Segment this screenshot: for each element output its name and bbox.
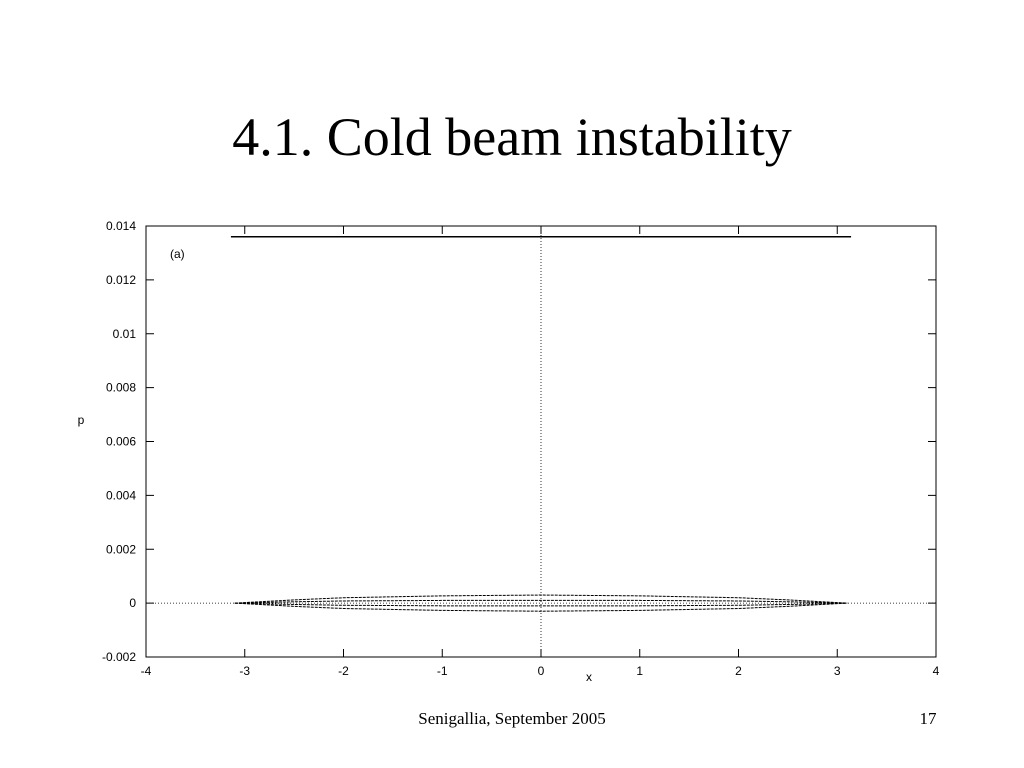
x-tick-label: -3	[239, 664, 250, 678]
x-axis-label: x	[586, 670, 592, 684]
y-tick-label: 0.01	[113, 327, 137, 341]
x-tick-label: 1	[636, 664, 643, 678]
data-line	[234, 594, 848, 604]
x-tick-label: -2	[338, 664, 349, 678]
y-axis-label: p	[78, 413, 85, 427]
footer: Senigallia, September 2005	[418, 709, 605, 728]
x-tick-label: 3	[834, 664, 841, 678]
x-tick-label: 4	[933, 664, 940, 678]
x-tick-label: 2	[735, 664, 742, 678]
y-tick-label: 0.006	[106, 435, 136, 449]
data-line	[234, 599, 848, 604]
y-tick-label: 0	[129, 596, 136, 610]
y-tick-label: 0.008	[106, 381, 136, 395]
x-tick-label: -4	[141, 664, 152, 678]
x-tick-label: 0	[538, 664, 545, 678]
slide-title: 4.1. Cold beam instability	[232, 107, 791, 167]
annotation: (a)	[170, 247, 185, 261]
y-tick-label: 0.012	[106, 273, 136, 287]
data-line	[234, 602, 848, 612]
y-tick-label: 0.014	[106, 219, 136, 233]
y-tick-label: -0.002	[102, 650, 136, 664]
y-tick-label: 0.004	[106, 488, 136, 502]
page-number: 17	[920, 709, 938, 728]
y-tick-label: 0.002	[106, 542, 136, 556]
data-line	[234, 602, 848, 607]
x-tick-label: -1	[437, 664, 448, 678]
